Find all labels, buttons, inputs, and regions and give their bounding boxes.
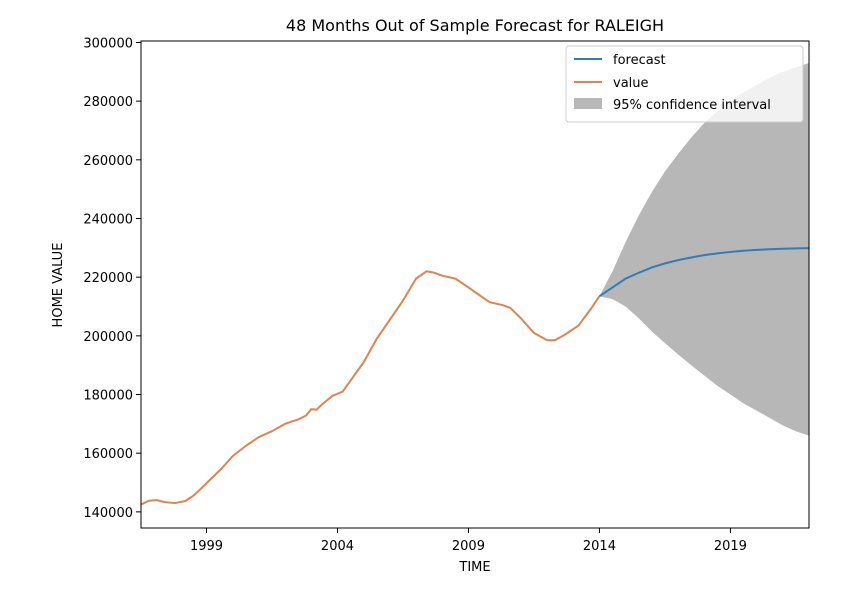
- y-tick-label: 160000: [83, 447, 133, 462]
- x-axis-ticks: 1999 2004 2009 2014 2019: [190, 528, 747, 554]
- legend-label-forecast: forecast: [613, 53, 666, 68]
- series-line-value: [140, 270, 601, 506]
- y-tick-label: 260000: [83, 154, 133, 169]
- x-tick-label: 2004: [321, 539, 354, 554]
- x-tick-label: 1999: [190, 539, 223, 554]
- confidence-interval-band: [599, 63, 809, 436]
- legend-box: [565, 45, 804, 123]
- series-line-forecast: [598, 247, 810, 298]
- y-axis-label: HOME VALUE: [51, 243, 66, 328]
- legend-label-value: value: [613, 76, 649, 91]
- chart-title: 48 Months Out of Sample Forecast for RAL…: [286, 16, 664, 35]
- y-tick-label: 180000: [83, 389, 133, 404]
- plot-frame: [140, 40, 810, 529]
- x-tick-label: 2014: [583, 539, 616, 554]
- series-layer: [140, 247, 810, 506]
- y-tick-label: 200000: [83, 330, 133, 345]
- y-tick-label: 220000: [83, 271, 133, 286]
- x-tick-label: 2019: [714, 539, 747, 554]
- y-axis-ticks: 140000 160000 180000 200000 220000 240000 2600…: [83, 36, 141, 521]
- legend-swatch-confidence-interval: [574, 98, 602, 109]
- y-tick-label: 140000: [83, 506, 133, 521]
- chart-legend: forecast value 95% confidence interval: [565, 45, 804, 123]
- x-axis-label: TIME: [458, 560, 490, 575]
- legend-label-confidence-interval: 95% confidence interval: [613, 98, 771, 113]
- confidence-interval-layer: [599, 63, 809, 436]
- x-tick-label: 2009: [452, 539, 485, 554]
- y-tick-label: 300000: [83, 36, 133, 51]
- y-tick-label: 240000: [83, 212, 133, 227]
- y-tick-label: 280000: [83, 95, 133, 110]
